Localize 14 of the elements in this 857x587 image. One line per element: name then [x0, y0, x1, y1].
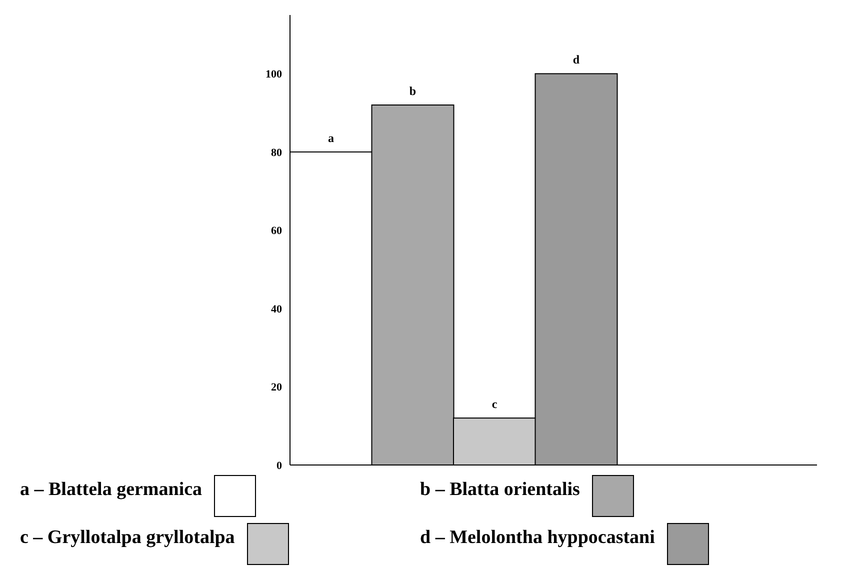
legend-label: d – Melolontha hyppocastani	[420, 526, 655, 549]
x-tick-label: a	[328, 130, 334, 145]
legend-label: a – Blattela germanica	[20, 478, 202, 501]
x-tick-label: b	[409, 84, 416, 98]
y-tick-label: 0	[276, 460, 282, 472]
y-tick-label: 60	[271, 225, 282, 238]
legend-label: c – Gryllotalpa gryllotalpa	[20, 526, 235, 549]
legend-label: b – Blatta orientalis	[420, 478, 580, 501]
y-tick-label: 20	[271, 382, 282, 394]
x-tick-label: c	[492, 397, 498, 412]
y-tick-label: 100	[266, 68, 282, 81]
y-tick-label: 40	[271, 303, 282, 316]
x-tick-label: d	[572, 52, 580, 67]
y-tick-label: 80	[271, 146, 282, 159]
